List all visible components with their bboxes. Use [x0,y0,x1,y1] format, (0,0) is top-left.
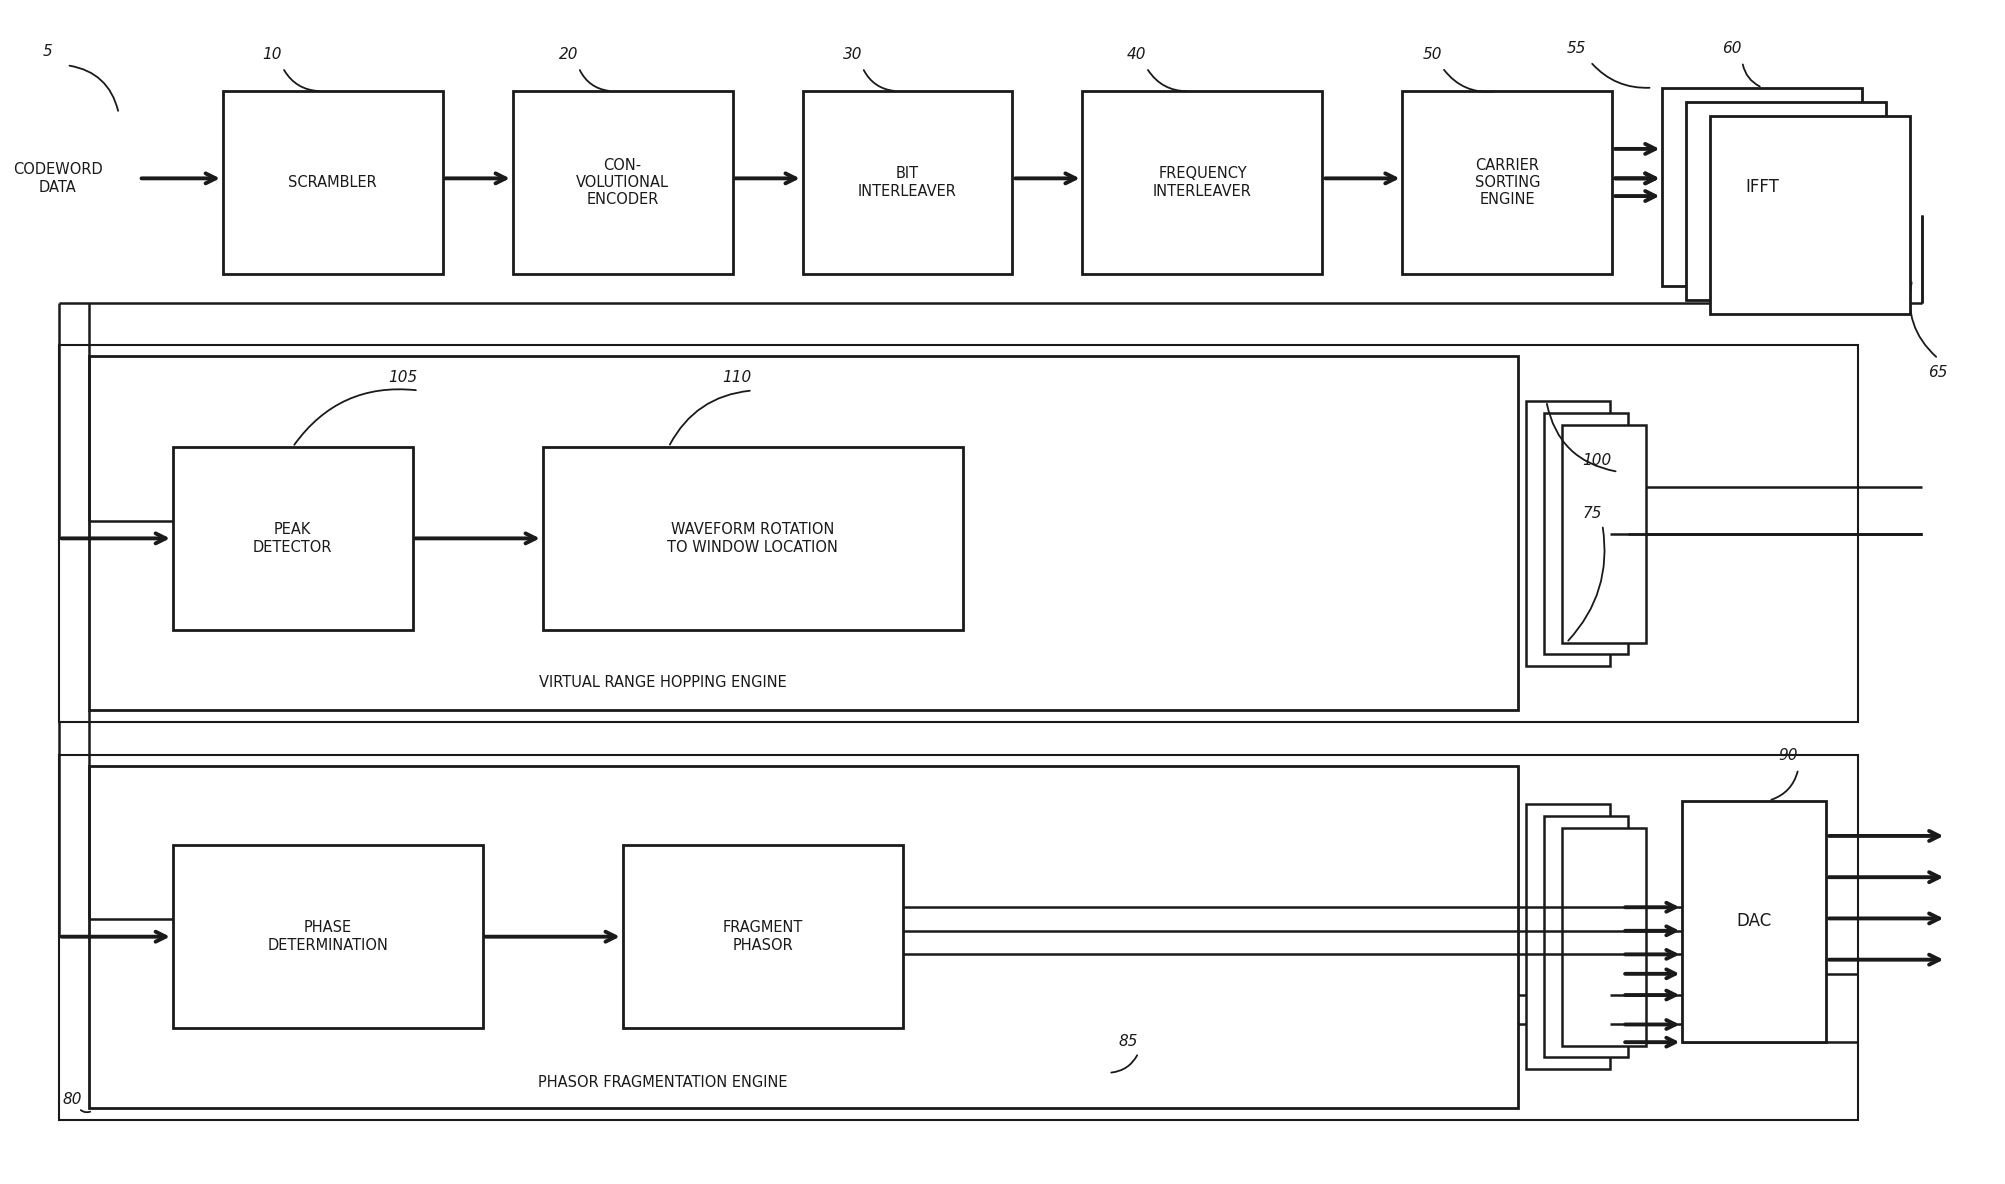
FancyBboxPatch shape [1682,800,1827,1042]
Text: 40: 40 [1127,46,1147,62]
FancyBboxPatch shape [1562,828,1646,1045]
FancyBboxPatch shape [1544,413,1628,655]
Text: 10: 10 [263,46,283,62]
Text: 110: 110 [722,369,752,385]
Text: 90: 90 [1778,748,1798,762]
Text: SCRAMBLER: SCRAMBLER [289,175,377,189]
Text: FREQUENCY
INTERLEAVER: FREQUENCY INTERLEAVER [1153,166,1251,199]
Text: CARRIER
SORTING
ENGINE: CARRIER SORTING ENGINE [1474,157,1540,207]
FancyBboxPatch shape [1562,425,1646,643]
FancyBboxPatch shape [802,91,1013,274]
Text: 5: 5 [42,44,52,59]
FancyBboxPatch shape [58,754,1859,1120]
Text: PHASE
DETERMINATION: PHASE DETERMINATION [267,920,389,953]
FancyBboxPatch shape [223,91,443,274]
FancyBboxPatch shape [1686,102,1887,300]
Text: 80: 80 [62,1092,82,1107]
FancyBboxPatch shape [1083,91,1323,274]
FancyBboxPatch shape [513,91,732,274]
FancyBboxPatch shape [88,356,1518,710]
Text: 100: 100 [1582,453,1612,468]
Text: PHASOR FRAGMENTATION ENGINE: PHASOR FRAGMENTATION ENGINE [537,1075,788,1090]
Text: WAVEFORM ROTATION
TO WINDOW LOCATION: WAVEFORM ROTATION TO WINDOW LOCATION [668,522,838,554]
Text: DAC: DAC [1736,913,1772,931]
Text: 65: 65 [1929,365,1947,380]
FancyBboxPatch shape [172,448,413,630]
Text: VIRTUAL RANGE HOPPING ENGINE: VIRTUAL RANGE HOPPING ENGINE [539,675,786,690]
Text: 30: 30 [842,46,862,62]
FancyBboxPatch shape [1662,88,1863,285]
Text: FRAGMENT
PHASOR: FRAGMENT PHASOR [722,920,802,953]
Text: 105: 105 [389,369,417,385]
Text: 20: 20 [559,46,577,62]
Text: 75: 75 [1582,507,1602,521]
Text: 85: 85 [1119,1035,1139,1049]
Text: 50: 50 [1422,46,1442,62]
FancyBboxPatch shape [1710,116,1911,314]
Text: IFFT: IFFT [1744,178,1778,195]
FancyBboxPatch shape [1526,401,1610,667]
FancyBboxPatch shape [1544,816,1628,1057]
Text: CON-
VOLUTIONAL
ENCODER: CON- VOLUTIONAL ENCODER [575,157,670,207]
FancyBboxPatch shape [1401,91,1612,274]
Text: 55: 55 [1566,40,1586,56]
FancyBboxPatch shape [172,845,483,1028]
FancyBboxPatch shape [543,448,962,630]
Text: PEAK
DETECTOR: PEAK DETECTOR [253,522,333,554]
FancyBboxPatch shape [58,345,1859,721]
FancyBboxPatch shape [1526,804,1610,1069]
Text: CODEWORD
DATA: CODEWORD DATA [12,162,102,194]
Text: BIT
INTERLEAVER: BIT INTERLEAVER [858,166,956,199]
FancyBboxPatch shape [88,766,1518,1108]
FancyBboxPatch shape [624,845,902,1028]
Text: 60: 60 [1722,40,1742,56]
